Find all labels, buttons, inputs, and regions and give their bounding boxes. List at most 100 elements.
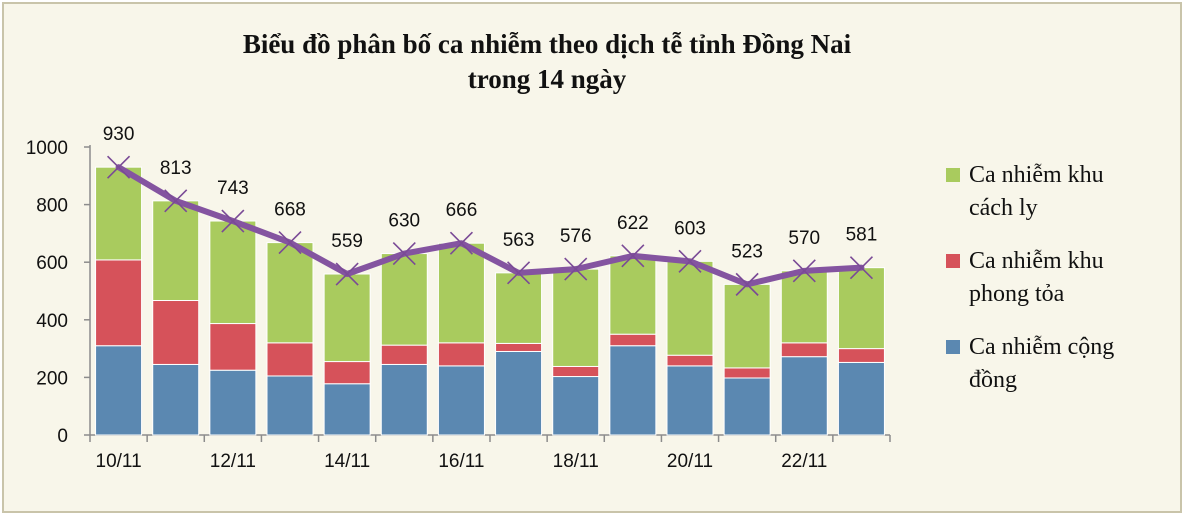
total-line-path bbox=[115, 164, 865, 288]
bar-segment bbox=[95, 345, 143, 436]
y-tick-label: 0 bbox=[57, 426, 68, 447]
x-tick-label: 20/11 bbox=[667, 451, 713, 472]
chart-title-line-1: Biểu đồ phân bố ca nhiễm theo dịch tễ tỉ… bbox=[243, 29, 852, 59]
x-tick-label: 14/11 bbox=[324, 451, 370, 472]
bar-segment bbox=[666, 260, 714, 356]
data-labels: 930 813 743 668 559 630 666 563 576 622 603 523 570 5… bbox=[103, 124, 878, 262]
total-point-cross bbox=[392, 241, 416, 266]
total-point-cross bbox=[221, 209, 245, 233]
bar-segment bbox=[495, 350, 543, 436]
total-point-cross bbox=[621, 244, 645, 268]
bar-segment bbox=[780, 270, 828, 344]
bar-segment bbox=[837, 348, 885, 363]
total-data-label: 559 bbox=[331, 231, 363, 252]
total-data-label: 668 bbox=[274, 200, 306, 221]
total-data-label: 570 bbox=[788, 228, 820, 249]
bar-segment bbox=[609, 345, 657, 436]
total-data-label: 930 bbox=[103, 124, 135, 145]
bar-segment bbox=[552, 376, 600, 436]
bar-segment bbox=[152, 300, 200, 365]
total-point bbox=[278, 231, 302, 255]
total-data-label: 622 bbox=[617, 213, 649, 234]
total-point-cross bbox=[449, 231, 473, 255]
bar-segment bbox=[437, 342, 485, 367]
y-tick-label: 600 bbox=[36, 253, 68, 274]
chart-title: Biểu đồ phân bố ca nhiễm theo dịch tễ tỉ… bbox=[243, 29, 852, 94]
bar-segment bbox=[266, 242, 314, 344]
bar-segment bbox=[152, 200, 200, 302]
total-point bbox=[221, 209, 245, 233]
bar-segment bbox=[266, 375, 314, 436]
total-point bbox=[621, 244, 645, 268]
bar-segment bbox=[380, 363, 428, 436]
legend-label: Ca nhiễm khu bbox=[969, 162, 1104, 188]
total-point bbox=[507, 261, 531, 285]
total-data-label: 523 bbox=[731, 241, 763, 262]
total-data-label: 603 bbox=[674, 218, 706, 239]
total-point-cross bbox=[507, 261, 531, 285]
bar-segment bbox=[209, 369, 257, 436]
legend-label: cách ly bbox=[969, 195, 1038, 221]
bar-segment bbox=[552, 268, 600, 367]
bar-segment bbox=[780, 342, 828, 358]
bar-segment bbox=[95, 166, 143, 261]
y-tick-label: 200 bbox=[36, 368, 68, 389]
total-point bbox=[735, 272, 759, 296]
total-point-cross bbox=[678, 249, 702, 273]
total-point bbox=[392, 241, 416, 266]
total-point bbox=[335, 262, 359, 286]
axes: 0 200 400 600 800 1000 10/11 12/11 14/11 16/11 18/… bbox=[26, 138, 891, 472]
legend-label: Ca nhiễm khu bbox=[969, 248, 1104, 274]
total-point bbox=[107, 155, 131, 179]
bar-segment bbox=[723, 283, 771, 369]
chart-title-line-2: trong 14 ngày bbox=[468, 64, 627, 94]
bar-segment bbox=[495, 342, 543, 352]
bar-segment bbox=[666, 354, 714, 367]
legend-item: Ca nhiễm cộng đồng bbox=[946, 334, 1114, 393]
total-point bbox=[164, 189, 188, 213]
legend-label: đồng bbox=[969, 367, 1017, 393]
total-data-label: 563 bbox=[503, 230, 535, 251]
bar-segment bbox=[209, 220, 257, 325]
total-point bbox=[792, 259, 816, 283]
total-point bbox=[449, 231, 473, 255]
bar-segment bbox=[437, 365, 485, 436]
y-tick-label: 1000 bbox=[26, 138, 68, 159]
legend-swatch bbox=[946, 340, 960, 354]
bar-segment bbox=[266, 342, 314, 377]
total-point-cross bbox=[735, 272, 759, 296]
x-tick-label: 12/11 bbox=[210, 451, 256, 472]
total-point-cross bbox=[849, 256, 873, 280]
y-tick-label: 400 bbox=[36, 311, 68, 332]
y-tick-label: 800 bbox=[36, 196, 68, 217]
total-data-label: 666 bbox=[446, 200, 478, 221]
total-data-label: 576 bbox=[560, 226, 592, 247]
bar-segment bbox=[495, 272, 543, 344]
bar-segment bbox=[380, 344, 428, 365]
legend-item: Ca nhiễm khu cách ly bbox=[946, 162, 1104, 221]
bar-segment bbox=[209, 323, 257, 371]
legend-item: Ca nhiễm khu phong tỏa bbox=[946, 248, 1104, 307]
bar-segment bbox=[323, 273, 371, 363]
bar-segment bbox=[552, 365, 600, 378]
bar-segment bbox=[380, 253, 428, 346]
bar-segment bbox=[609, 333, 657, 347]
total-point bbox=[849, 256, 873, 280]
legend-label: phong tỏa bbox=[969, 281, 1065, 307]
x-tick-label: 22/11 bbox=[781, 451, 827, 472]
legend-swatch bbox=[946, 254, 960, 268]
x-tick-label: 16/11 bbox=[438, 451, 484, 472]
total-line bbox=[107, 155, 873, 296]
bar-segment bbox=[95, 259, 143, 347]
x-tick-label: 18/11 bbox=[553, 451, 599, 472]
x-tick-label: 10/11 bbox=[96, 451, 142, 472]
total-point bbox=[678, 249, 702, 273]
total-data-label: 630 bbox=[388, 211, 420, 232]
total-data-label: 743 bbox=[217, 178, 249, 199]
legend-swatch bbox=[946, 168, 960, 182]
bar-segment bbox=[152, 363, 200, 436]
total-data-label: 813 bbox=[160, 158, 192, 179]
total-point-cross bbox=[164, 189, 188, 213]
bar-segment bbox=[837, 267, 885, 350]
